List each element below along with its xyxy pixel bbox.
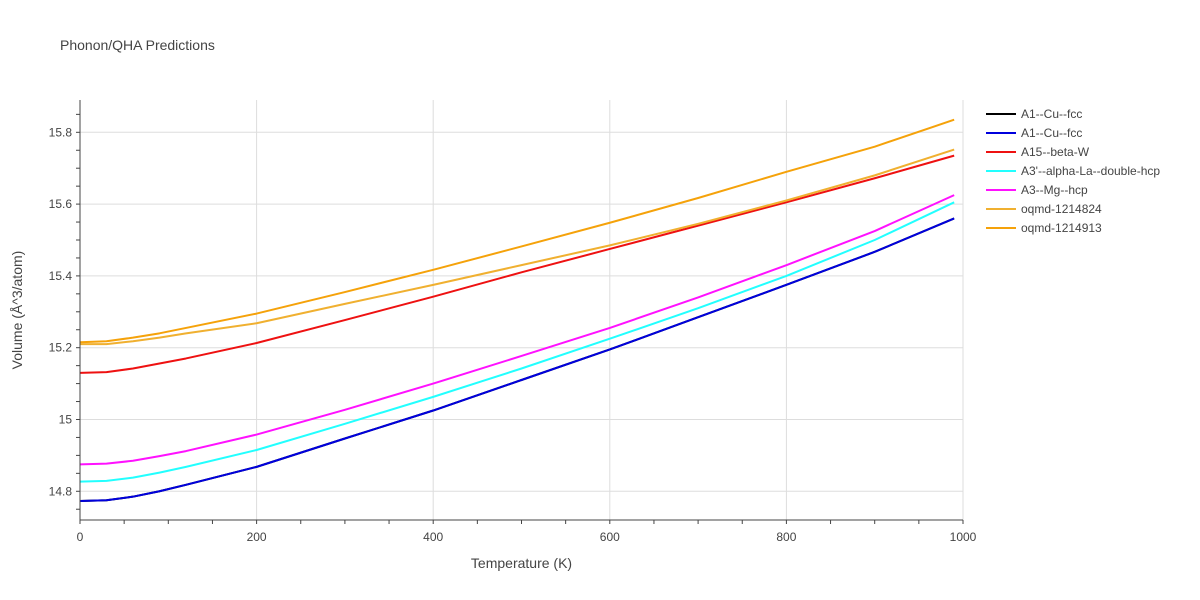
chart-title: Phonon/QHA Predictions bbox=[60, 37, 215, 53]
x-tick-label: 200 bbox=[247, 530, 267, 544]
y-tick-label: 15.6 bbox=[49, 197, 73, 211]
legend-label: oqmd-1214824 bbox=[1021, 202, 1102, 216]
series-lines bbox=[79, 118, 955, 502]
legend-label: A15--beta-W bbox=[1021, 145, 1090, 159]
x-tick-label: 1000 bbox=[950, 530, 977, 544]
y-tick-label: 15.2 bbox=[49, 341, 73, 355]
y-tick-label: 15 bbox=[59, 412, 73, 426]
y-tick-label: 14.8 bbox=[49, 484, 73, 498]
legend: A1--Cu--fcc A1--Cu--fcc A15--beta-W A3'--al… bbox=[986, 107, 1160, 235]
x-tick-label: 600 bbox=[600, 530, 620, 544]
series-line-4 bbox=[79, 194, 955, 466]
y-tick-label: 15.8 bbox=[49, 125, 73, 139]
x-tick-label: 0 bbox=[77, 530, 84, 544]
series-line-3 bbox=[79, 201, 955, 483]
legend-label: A3--Mg--hcp bbox=[1021, 183, 1088, 197]
series-line-2 bbox=[79, 154, 955, 374]
ticks: 0 200 400 600 800 1000 14.8 15 15.2 15.4 15.6 15.8 bbox=[49, 125, 977, 544]
legend-label: A1--Cu--fcc bbox=[1021, 107, 1082, 121]
series-line-5 bbox=[80, 148, 955, 346]
y-tick-label: 15.4 bbox=[49, 269, 73, 283]
x-tick-label: 800 bbox=[776, 530, 796, 544]
legend-label: oqmd-1214913 bbox=[1021, 221, 1102, 235]
y-axis-title: Volume (Å^3/atom) bbox=[9, 251, 25, 370]
series-line-1 bbox=[79, 217, 955, 502]
x-tick-label: 400 bbox=[423, 530, 443, 544]
x-axis-title: Temperature (K) bbox=[471, 555, 572, 571]
legend-label: A1--Cu--fcc bbox=[1021, 126, 1082, 140]
grid bbox=[80, 100, 964, 520]
legend-label: A3'--alpha-La--double-hcp bbox=[1021, 164, 1160, 178]
series-line-6 bbox=[79, 118, 955, 344]
axes bbox=[76, 100, 964, 524]
